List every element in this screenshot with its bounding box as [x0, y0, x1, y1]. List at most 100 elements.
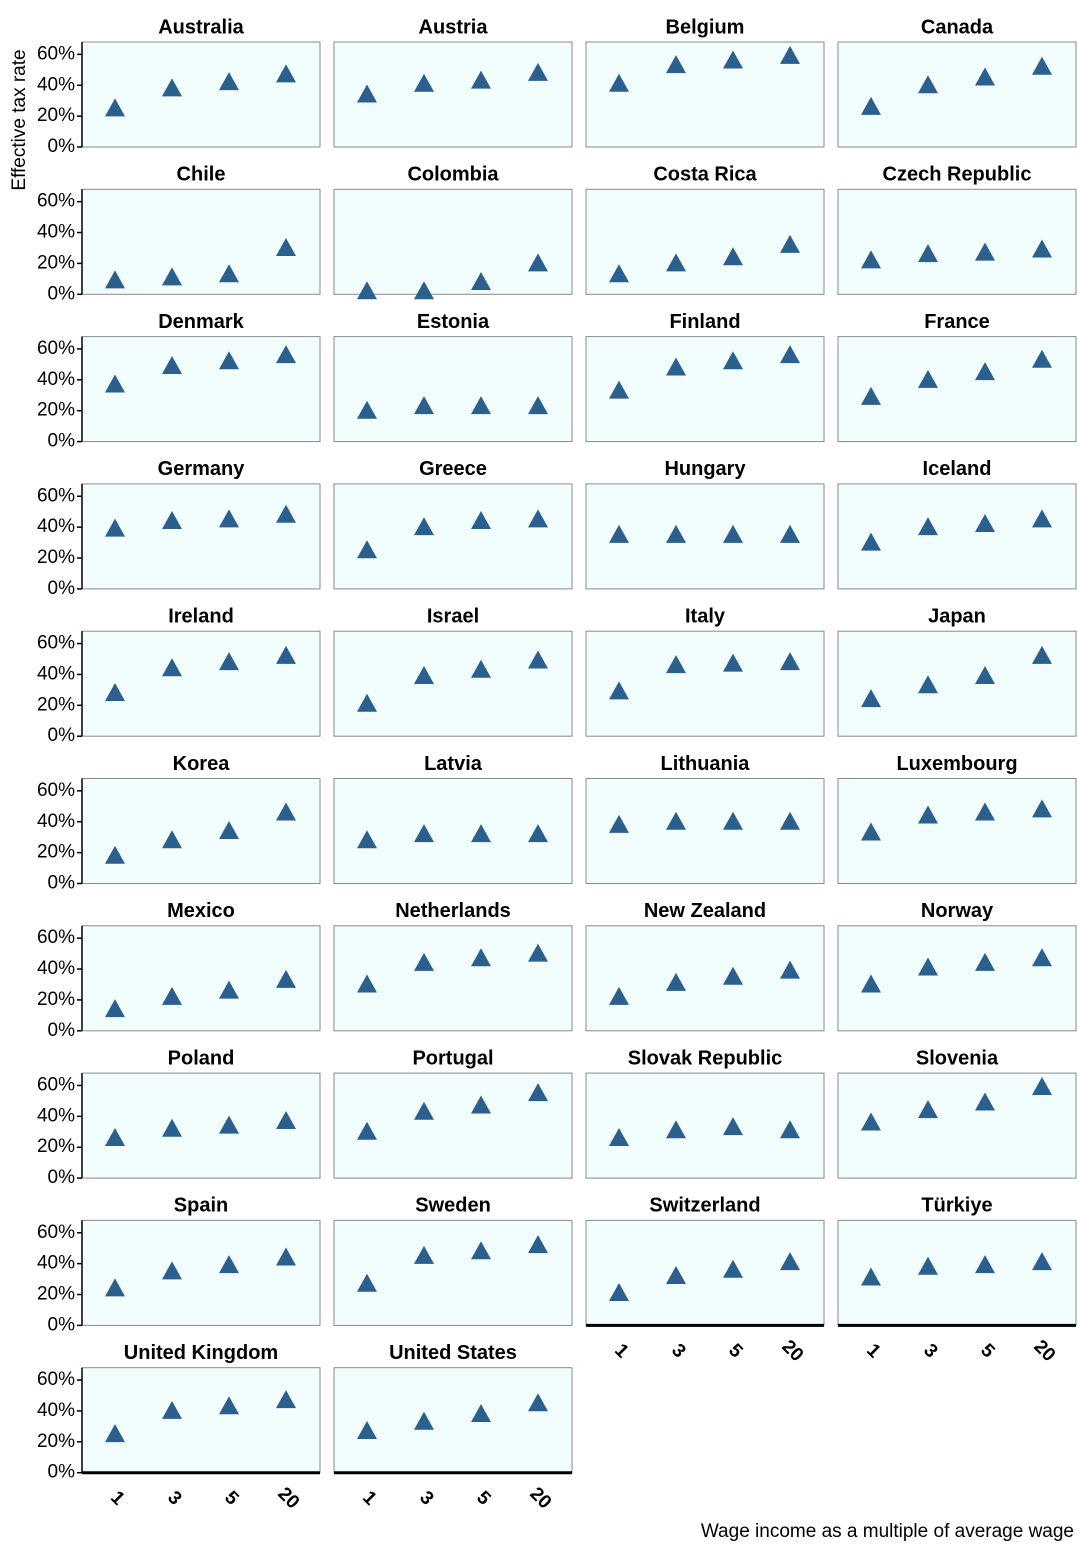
marker	[219, 1115, 239, 1134]
panel	[585, 336, 825, 443]
marker	[666, 972, 686, 991]
marker	[1032, 645, 1052, 664]
marker	[276, 1110, 296, 1129]
marker	[528, 509, 548, 528]
y-tick-label: 20%	[37, 1136, 75, 1157]
y-tick-label: 0%	[48, 1167, 76, 1188]
marker	[723, 524, 743, 543]
panel	[81, 188, 321, 295]
marker	[528, 1083, 548, 1102]
marker	[357, 540, 377, 559]
panel	[333, 483, 573, 590]
panel-title: Portugal	[412, 1047, 493, 1069]
marker	[723, 1117, 743, 1136]
panel-title: Finland	[669, 311, 740, 333]
marker	[861, 1112, 881, 1131]
panel	[333, 630, 573, 737]
marker	[162, 986, 182, 1005]
marker	[723, 966, 743, 985]
x-tick-label: 20	[273, 1483, 303, 1513]
panel-title: Norway	[921, 900, 994, 922]
marker	[609, 380, 629, 399]
marker	[471, 659, 491, 678]
marker	[357, 1273, 377, 1292]
marker	[918, 1100, 938, 1119]
y-tick-label: 20%	[37, 400, 75, 421]
marker	[276, 802, 296, 821]
marker	[1032, 509, 1052, 528]
panel-title: New Zealand	[644, 900, 766, 922]
panel-title: Austria	[419, 16, 489, 38]
x-tick-label: 5	[220, 1487, 243, 1510]
marker	[528, 943, 548, 962]
marker	[471, 824, 491, 843]
marker	[219, 821, 239, 839]
marker	[414, 281, 434, 300]
marker	[414, 1411, 434, 1430]
marker	[105, 1127, 125, 1146]
marker	[162, 510, 182, 529]
marker	[219, 980, 239, 999]
marker	[105, 518, 125, 537]
y-tick-label: 0%	[48, 136, 76, 157]
marker	[918, 805, 938, 824]
marker	[1032, 1076, 1052, 1095]
y-tick-label: 60%	[37, 43, 75, 64]
marker	[414, 665, 434, 684]
panel-title: Netherlands	[395, 900, 511, 922]
marker	[357, 400, 377, 419]
panel-title: Sweden	[415, 1195, 491, 1217]
marker	[528, 824, 548, 843]
marker	[471, 1404, 491, 1423]
y-tick-label: 40%	[37, 663, 75, 684]
panel-title: Ireland	[168, 605, 234, 627]
panel-title: Latvia	[424, 753, 483, 775]
marker	[666, 811, 686, 830]
panel-title: Denmark	[158, 311, 244, 333]
marker	[414, 824, 434, 843]
panel-title: Belgium	[666, 16, 745, 38]
y-tick-label: 40%	[37, 1253, 75, 1274]
marker	[357, 1121, 377, 1140]
marker	[105, 270, 125, 289]
panel	[837, 925, 1077, 1032]
marker	[357, 830, 377, 849]
marker	[1032, 239, 1052, 258]
marker	[276, 969, 296, 988]
panel-title: Italy	[685, 605, 726, 627]
panel-title: Australia	[158, 16, 244, 38]
marker	[471, 1095, 491, 1114]
marker	[471, 1241, 491, 1260]
marker	[1032, 349, 1052, 368]
y-tick-label: 60%	[37, 485, 75, 506]
marker	[609, 814, 629, 833]
marker	[975, 514, 995, 533]
marker	[780, 1120, 800, 1139]
marker	[105, 1278, 125, 1297]
panel-title: Türkiye	[921, 1195, 992, 1217]
panel-title: Czech Republic	[883, 164, 1032, 186]
marker	[666, 55, 686, 74]
panel	[81, 41, 321, 148]
y-tick-label: 20%	[37, 105, 75, 126]
y-tick-label: 20%	[37, 1431, 75, 1452]
panel	[585, 1072, 825, 1179]
panel	[81, 778, 321, 884]
panel	[333, 925, 573, 1032]
marker	[219, 652, 239, 671]
marker	[276, 645, 296, 664]
panel-title: France	[924, 311, 990, 333]
marker	[1032, 948, 1052, 967]
y-tick-label: 60%	[37, 780, 75, 801]
marker	[528, 650, 548, 669]
x-tick-label: 3	[163, 1487, 185, 1509]
marker	[105, 845, 125, 864]
x-tick-label: 20	[525, 1483, 555, 1513]
marker	[471, 510, 491, 529]
x-tick-label: 20	[777, 1336, 807, 1366]
x-tick-label: 1	[358, 1487, 381, 1510]
marker	[861, 250, 881, 269]
marker	[219, 351, 239, 370]
marker	[918, 75, 938, 94]
y-tick-label: 0%	[48, 283, 76, 304]
